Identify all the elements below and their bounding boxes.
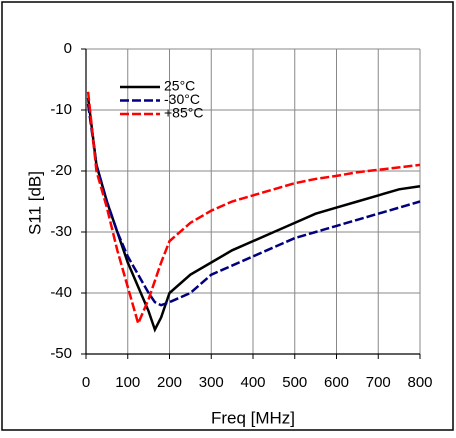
x-tick-label: 0 — [82, 374, 90, 391]
x-tick-label: 400 — [240, 374, 265, 391]
x-axis-label: Freq [MHz] — [211, 408, 295, 427]
x-tick-label: 100 — [115, 374, 140, 391]
legend-label: -30°C — [164, 91, 200, 107]
frame — [1, 1, 454, 431]
y-tick-label: 0 — [64, 40, 72, 57]
series-line — [86, 91, 421, 328]
legend-label: 25°C — [164, 78, 195, 94]
x-tick-label: 800 — [407, 374, 432, 391]
x-tick-label: 600 — [324, 374, 349, 391]
y-tick-label: -50 — [50, 345, 72, 362]
y-tick-label: -20 — [50, 162, 72, 179]
x-tick-label: 700 — [366, 374, 391, 391]
x-tick-label: 300 — [199, 374, 224, 391]
legend-label: +85°C — [164, 105, 203, 121]
y-axis-label: S11 [dB] — [25, 171, 44, 235]
y-tick-label: -40 — [50, 284, 72, 301]
x-tick-label: 500 — [282, 374, 307, 391]
series-line — [86, 103, 421, 307]
y-tick-label: -30 — [50, 223, 72, 240]
y-tick-label: -10 — [50, 101, 72, 118]
x-tick-label: 200 — [157, 374, 182, 391]
